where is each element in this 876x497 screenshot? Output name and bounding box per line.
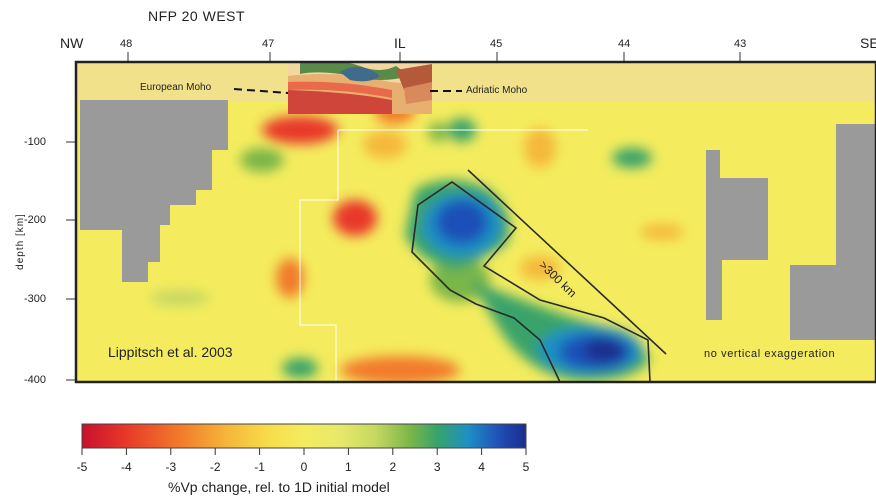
- gray-zone-gap: [722, 262, 772, 312]
- gray-zone-west: [80, 100, 228, 282]
- colorbar-title: %Vp change, rel. to 1D initial model: [168, 479, 390, 495]
- top-label-44: 44: [618, 38, 631, 50]
- gray-zone-east-left: [706, 150, 768, 320]
- colorbar-tick-label: 0: [300, 460, 308, 474]
- slab-outline: [411, 181, 651, 382]
- top-label-48: 48: [120, 38, 133, 50]
- european-moho-label: European Moho: [140, 82, 212, 93]
- depth-tick-300: -300: [24, 293, 47, 305]
- adriatic-moho-label: Adriatic Moho: [466, 85, 528, 96]
- colorbar: [81, 423, 527, 449]
- top-axis-ticks: [127, 52, 741, 62]
- colorbar-tick-label: 2: [389, 460, 397, 474]
- top-label-45: 45: [490, 38, 503, 50]
- depth-tick-400: -400: [24, 374, 47, 386]
- edge-label-se: SE: [860, 35, 876, 51]
- colorbar-tick-label: 3: [433, 460, 441, 474]
- colorbar-tick-label: -2: [209, 460, 221, 474]
- resolution-outline: [299, 130, 339, 382]
- colorbar-tick-label: 1: [345, 460, 352, 474]
- crust-band: [76, 62, 876, 102]
- edge-label-nw: NW: [60, 35, 84, 51]
- top-label-43: 43: [734, 38, 747, 50]
- colorbar-tick-label: -5: [76, 460, 88, 474]
- depth-axis-ticks: [66, 141, 76, 381]
- section-panel: [76, 62, 876, 382]
- colorbar-tick-label: 5: [522, 460, 530, 474]
- colorbar-tick-label: -1: [254, 460, 265, 474]
- section-frame: [74, 60, 876, 384]
- colorbar-tick-label: -3: [165, 460, 177, 474]
- figure-title: NFP 20 WEST: [148, 8, 246, 24]
- top-label-il: IL: [394, 35, 406, 51]
- european-moho-line: [233, 88, 289, 94]
- exaggeration-note: no vertical exaggeration: [704, 348, 836, 360]
- colorbar-ticks: [81, 448, 527, 455]
- depth-tick-200: -200: [24, 214, 47, 226]
- top-label-47: 47: [262, 38, 275, 50]
- colorbar-tick-label: -4: [121, 460, 132, 474]
- velocity-anomalies: [150, 100, 684, 382]
- citation-label: Lippitsch et al. 2003: [108, 344, 233, 360]
- colorbar-tick-label: 4: [478, 460, 485, 474]
- crustal-inset: [288, 62, 432, 114]
- slab-length-line: [467, 169, 667, 355]
- gray-zone-east-right: [790, 124, 876, 340]
- depth-tick-100: -100: [24, 136, 47, 148]
